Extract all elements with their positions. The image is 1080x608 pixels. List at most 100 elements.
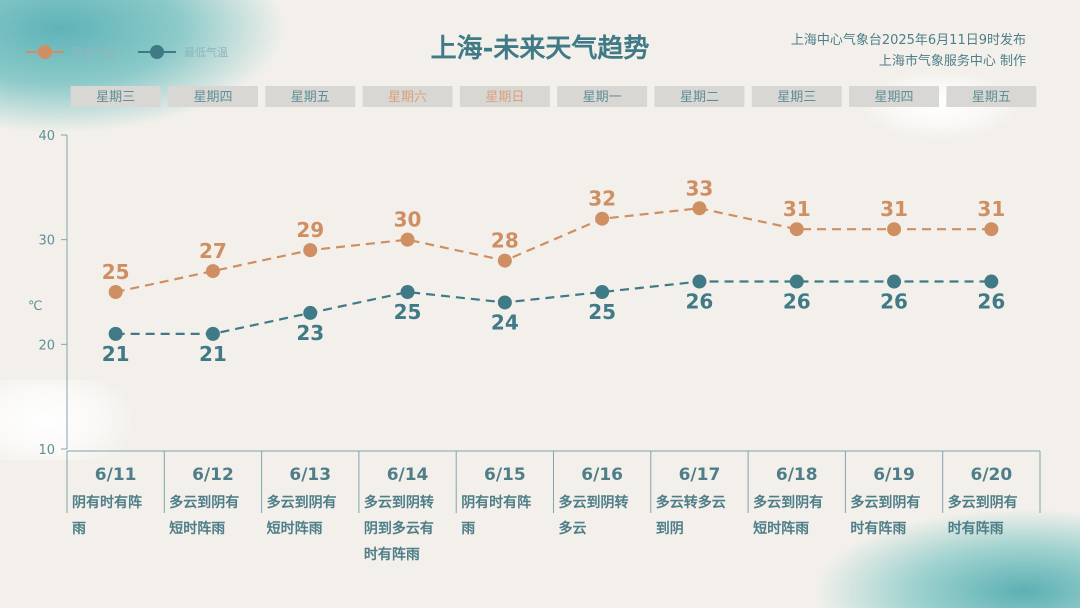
weather-text: 多云到阴有	[169, 494, 239, 511]
low-temp-label: 23	[296, 321, 324, 345]
weather-text: 阴有时有阵	[461, 494, 531, 511]
legend-high-marker	[26, 45, 64, 59]
date-label: 6/11	[95, 465, 137, 485]
high-temp-label: 32	[588, 187, 616, 211]
weekday-box	[654, 86, 745, 107]
date-label: 6/17	[679, 465, 721, 485]
weekday-box	[265, 86, 356, 107]
date-label: 6/15	[484, 465, 526, 485]
low-temp-point	[887, 274, 902, 289]
low-temp-label: 25	[394, 300, 422, 324]
high-temp-point	[789, 222, 804, 237]
weekday-label: 星期三	[96, 90, 135, 105]
low-temp-label: 26	[783, 290, 811, 314]
y-tick-label: 20	[38, 338, 55, 353]
weekday-box	[70, 86, 161, 107]
low-temp-label: 24	[491, 310, 519, 334]
low-temp-label: 26	[686, 290, 714, 314]
weather-text: 多云到阴有	[850, 494, 920, 511]
low-temp-label: 21	[199, 342, 227, 366]
weekday-label: 星期四	[193, 90, 232, 105]
weather-text: 短时阵雨	[169, 520, 225, 537]
high-temp-line	[115, 207, 992, 294]
weekday-box	[751, 86, 842, 107]
weather-text: 雨	[461, 521, 475, 537]
weekday-label: 星期四	[875, 90, 914, 105]
date-label: 6/19	[873, 465, 915, 485]
high-temp-label: 28	[491, 229, 519, 253]
producer-info: 上海市气象服务中心 制作	[878, 54, 1026, 69]
high-temp-point	[303, 243, 318, 258]
high-temp-label: 31	[880, 197, 908, 221]
publish-info: 上海中心气象台2025年6月11日9时发布	[790, 33, 1026, 48]
low-temp-point	[108, 326, 123, 341]
legend-low: 最低气温	[138, 44, 228, 60]
decor-wash	[0, 0, 300, 140]
weekday-label: 星期五	[291, 90, 330, 105]
high-temp-label: 31	[977, 197, 1005, 221]
date-label: 6/20	[970, 465, 1012, 485]
y-axis-label: ℃	[28, 299, 43, 314]
high-temp-point	[887, 222, 902, 237]
low-temp-label: 21	[102, 342, 130, 366]
weekday-box	[849, 86, 940, 107]
weather-text: 短时阵雨	[753, 520, 809, 537]
weather-text: 时有阵雨	[850, 520, 906, 537]
weekday-box	[557, 86, 648, 107]
high-temp-label: 27	[199, 239, 227, 263]
low-temp-label: 26	[880, 290, 908, 314]
low-temp-point	[497, 295, 512, 310]
high-temp-point	[205, 264, 220, 279]
y-tick-label: 40	[38, 129, 55, 144]
weather-text: 时有阵雨	[948, 520, 1004, 537]
page-title: 上海-未来天气趋势	[430, 34, 650, 64]
high-temp-label: 30	[394, 208, 422, 232]
weather-text: 阴有时有阵	[72, 494, 142, 511]
high-temp-point	[984, 222, 999, 237]
high-temp-point	[108, 285, 123, 299]
high-temp-label: 31	[783, 197, 811, 221]
date-label: 6/12	[192, 465, 234, 485]
high-temp-label: 29	[296, 218, 324, 242]
y-tick-label: 30	[38, 234, 55, 249]
y-tick-label: 10	[38, 443, 55, 458]
low-temp-point	[984, 274, 999, 289]
high-temp-point	[595, 211, 610, 226]
weekday-label: 星期日	[485, 90, 524, 105]
high-temp-point	[497, 253, 512, 268]
low-temp-label: 26	[977, 290, 1005, 314]
weather-text: 多云转多云	[656, 494, 726, 511]
decor-cloud	[0, 380, 130, 460]
weather-text: 到阴	[656, 521, 684, 537]
weather-text: 多云到阴有	[948, 494, 1018, 511]
publisher: 上海中心气象台2025年6月11日9时发布 上海市气象服务中心 制作	[791, 30, 1026, 72]
weekday-label: 星期三	[777, 90, 816, 105]
high-temp-point	[400, 232, 415, 247]
weather-text: 多云	[559, 520, 587, 537]
low-temp-point	[692, 274, 707, 289]
high-temp-label: 33	[686, 176, 714, 200]
legend-low-marker	[138, 45, 176, 59]
low-temp-point	[205, 326, 220, 341]
weekday-label: 星期二	[680, 90, 719, 105]
weekday-label: 星期六	[388, 90, 427, 105]
weather-text: 多云到阴转	[559, 494, 629, 511]
weather-text: 时有阵雨	[364, 546, 420, 563]
date-label: 6/13	[289, 465, 331, 485]
weekday-box	[362, 86, 453, 107]
legend-high: 最高气温	[26, 44, 116, 60]
weather-text: 雨	[72, 521, 86, 537]
decor-wash	[800, 498, 1080, 608]
low-temp-point	[400, 285, 415, 299]
low-temp-point	[789, 274, 804, 289]
date-label: 6/18	[776, 465, 818, 485]
low-temp-point	[303, 305, 318, 320]
low-temp-point	[595, 285, 610, 299]
weekday-box	[167, 86, 258, 107]
date-label: 6/14	[387, 465, 429, 485]
high-temp-point	[692, 201, 707, 216]
legend: 最高气温 最低气温	[26, 44, 228, 60]
weather-text: 短时阵雨	[267, 520, 323, 537]
weather-text: 阴到多云有	[364, 520, 434, 537]
